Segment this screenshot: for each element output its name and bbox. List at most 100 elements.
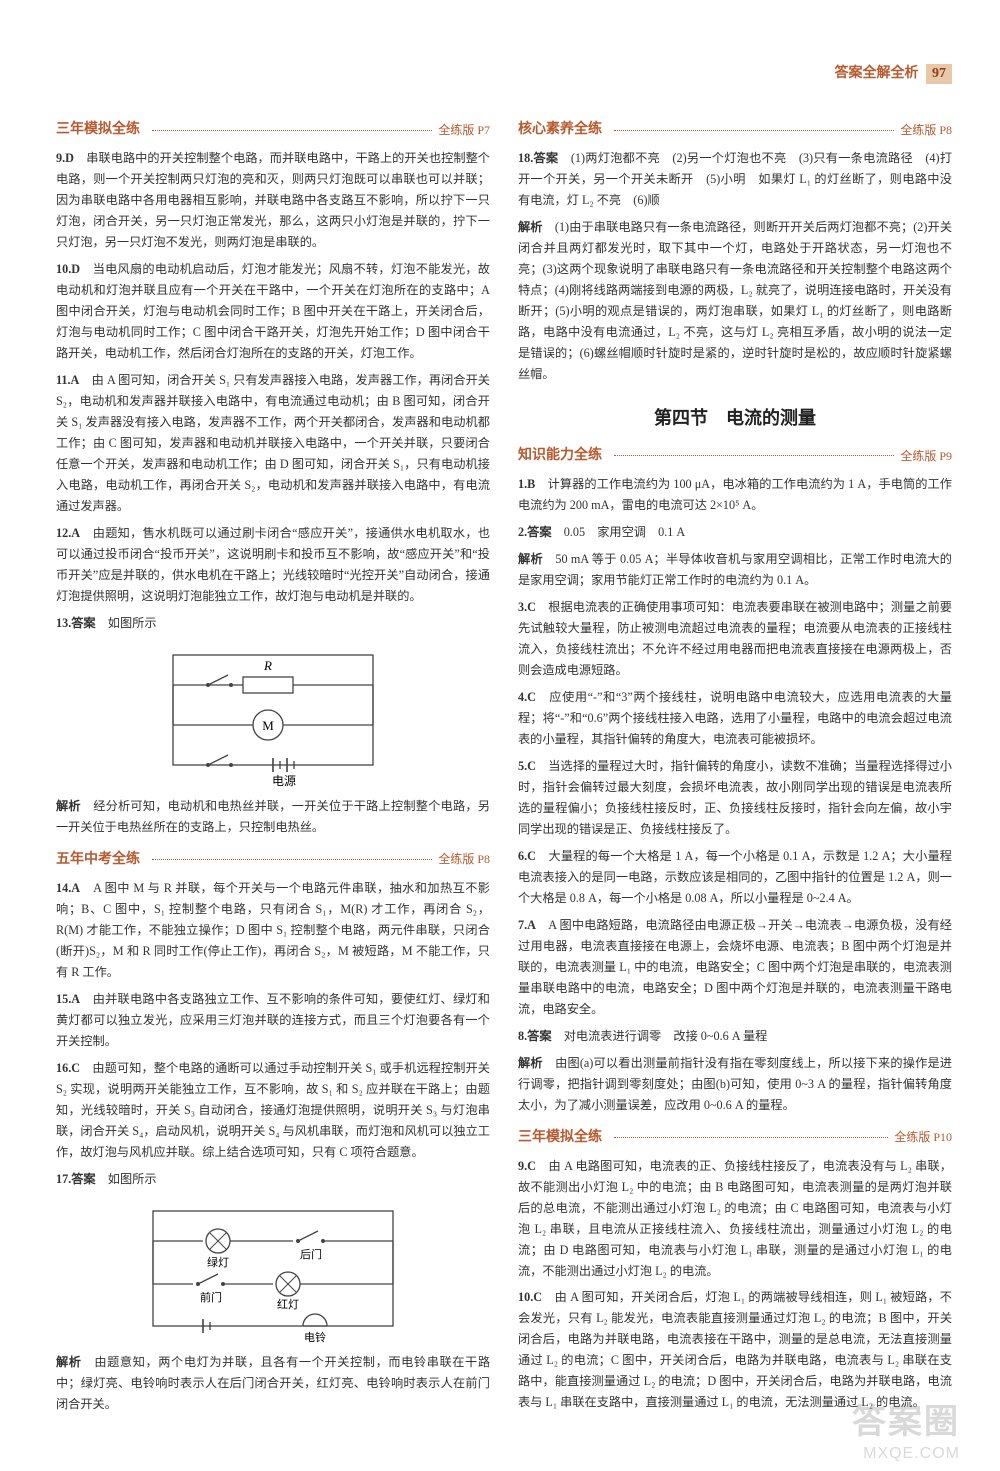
section-heading-sanNian1: 三年模拟全练 全练版 P7 bbox=[56, 118, 490, 142]
item-r2exp: 解析 50 mA 等于 0.05 A；半导体收音机与家用空调相比，正常工作时电流… bbox=[518, 549, 952, 591]
dots bbox=[152, 859, 432, 860]
label-back: 后门 bbox=[300, 1247, 322, 1261]
item-num: 12.A bbox=[56, 526, 80, 540]
item-num: 4.C bbox=[518, 690, 536, 704]
section-heading-zhishi: 知识能力全练 全练版 P9 bbox=[518, 444, 952, 468]
item-body: 经分析可知，电动机和电热丝并联，一开关位于干路上控制整个电路，另一开关位于电热丝… bbox=[56, 799, 490, 834]
explain-label: 解析 bbox=[56, 1355, 82, 1369]
explain-label: 解析 bbox=[56, 799, 81, 813]
item-body: 大量程的每一个大格是 1 A，每一个小格是 0.1 A，示数是 1.2 A；大小… bbox=[518, 849, 952, 905]
item-body: (1)两灯泡都不亮 (2)另一个灯泡也不亮 (3)只有一条电流路径 (4)打开一… bbox=[518, 151, 952, 207]
label-source: 电源 bbox=[272, 774, 296, 788]
section-ref: 全练版 P7 bbox=[438, 120, 490, 141]
explain-label: 解析 bbox=[518, 552, 543, 566]
item-body: 由图(a)可以看出测量前指针没有指在零刻度线上，所以接下来的操作是进行调零，把指… bbox=[518, 1056, 952, 1112]
item-body: 由 A 电路图可知，电流表的正、负接线柱接反了，电流表没有与 L₂ 串联，故不能… bbox=[518, 1159, 952, 1278]
explain-label: 解析 bbox=[518, 1056, 543, 1070]
answer-label: 答案 bbox=[527, 525, 551, 539]
dots bbox=[614, 1137, 888, 1138]
item-9: 9.D 串联电路中的开关控制整个电路，而并联电路中，干路上的开关也控制整个电路，… bbox=[56, 148, 490, 253]
watermark-logo: 答案圈 bbox=[852, 1394, 960, 1443]
right-column: 核心素养全练 全练版 P8 18.答案 (1)两灯泡都不亮 (2)另一个灯泡也不… bbox=[518, 108, 952, 1421]
section-heading-wuNian: 五年中考全练 全练版 P8 bbox=[56, 848, 490, 872]
item-body: 如图所示 bbox=[108, 616, 157, 630]
label-front: 前门 bbox=[200, 1290, 222, 1304]
section-ref: 全练版 P9 bbox=[900, 446, 952, 467]
item-body: 计算器的工作电流约为 100 μA，电冰箱的工作电流约为 1 A，手电筒的工作电… bbox=[518, 477, 952, 512]
item-r1: 1.B 计算器的工作电流约为 100 μA，电冰箱的工作电流约为 1 A，手电筒… bbox=[518, 474, 952, 516]
item-num: 7.A bbox=[518, 918, 536, 932]
item-14: 14.A A 图中 M 与 R 并联，每个开关与一个电路元件串联，抽水和加热互不… bbox=[56, 878, 490, 983]
item-r8: 8.答案 对电流表进行调零 改接 0~0.6 A 量程 bbox=[518, 1026, 952, 1047]
item-body: 应使用“-”和“3”两个接线柱，说明电路中电流较大，应选用电流表的大量程；将“-… bbox=[518, 690, 952, 746]
item-r2: 2.答案 0.05 家用空调 0.1 A bbox=[518, 522, 952, 543]
answer-label: 答案 bbox=[71, 616, 95, 630]
item-num: 9.D bbox=[56, 151, 74, 165]
header-title: 答案全解全析 bbox=[835, 66, 919, 81]
item-body: (1)由于串联电路只有一条电流路径，则断开开关后两灯泡都不亮；(2)开关闭合并且… bbox=[518, 220, 952, 381]
item-16: 16.C 由题可知，整个电路的通断可以通过手动控制开关 S₁ 或手机远程控制开关… bbox=[56, 1058, 490, 1163]
label-green: 绿灯 bbox=[207, 1255, 229, 1269]
item-num: 13. bbox=[56, 616, 71, 630]
item-11: 11.A 由 A 图可知，闭合开关 S₁ 只有发声器接入电路，发声器工作，再闭合… bbox=[56, 370, 490, 517]
item-r4: 4.C 应使用“-”和“3”两个接线柱，说明电路中电流较大，应选用电流表的大量程… bbox=[518, 687, 952, 750]
item-body: 由题可知，整个电路的通断可以通过手动控制开关 S₁ 或手机远程控制开关 S₂ 实… bbox=[56, 1061, 490, 1159]
section-title: 三年模拟全练 bbox=[56, 118, 140, 142]
item-body: 由题知，售水机既可以通过刷卡闭合“感应开关”，接通供水电机取水，也可以通过投币闭… bbox=[56, 526, 490, 603]
item-body: 0.05 家用空调 0.1 A bbox=[564, 525, 686, 539]
label-R: R bbox=[263, 658, 272, 673]
item-num: 10.D bbox=[56, 262, 80, 276]
item-num: 10.C bbox=[518, 1290, 542, 1304]
item-r5: 5.C 当选择的量程过大时，指针偏转的角度小，读数不准确；当量程选择得过小时，指… bbox=[518, 756, 952, 840]
item-body: 由并联电路中各支路独立工作、互不影响的条件可知，要使红灯、绿灯和黄灯都可以独立发… bbox=[56, 992, 490, 1048]
label-red: 红灯 bbox=[277, 1298, 299, 1311]
label-M: M bbox=[262, 718, 274, 733]
explain-label: 解析 bbox=[518, 220, 543, 234]
item-num: 18. bbox=[518, 151, 533, 165]
item-r6: 6.C 大量程的每一个大格是 1 A，每一个小格是 0.1 A，示数是 1.2 … bbox=[518, 846, 952, 909]
item-num: 6.C bbox=[518, 849, 536, 863]
item-num: 15.A bbox=[56, 992, 80, 1006]
figure-circuit-13: R M 电源 bbox=[56, 640, 490, 790]
section-title: 知识能力全练 bbox=[518, 444, 602, 468]
item-body: 对电流表进行调零 改接 0~0.6 A 量程 bbox=[564, 1029, 768, 1043]
item-17-exp: 解析 由题意知，两个电灯为并联，且各有一个开关控制，而电铃串联在干路中；绿灯亮、… bbox=[56, 1352, 490, 1415]
item-10: 10.D 当电风扇的电动机启动后，灯泡才能发光；风扇不转，灯泡不能发光，故电动机… bbox=[56, 259, 490, 364]
item-17: 17.答案 如图所示 bbox=[56, 1169, 490, 1190]
figure-circuit-17: 绿灯 后门 前门 红灯 bbox=[56, 1196, 490, 1346]
item-body: 当电风扇的电动机启动后，灯泡才能发光；风扇不转，灯泡不能发光，故电动机和灯泡并联… bbox=[56, 262, 490, 360]
section-heading-sanNian2: 三年模拟全练 全练版 P10 bbox=[518, 1126, 952, 1150]
section-ref: 全练版 P10 bbox=[894, 1127, 952, 1148]
item-18-exp: 解析 (1)由于串联电路只有一条电流路径，则断开开关后两灯泡都不亮；(2)开关闭… bbox=[518, 217, 952, 385]
item-body: 由题意知，两个电灯为并联，且各有一个开关控制，而电铃串联在干路中；绿灯亮、电铃响… bbox=[56, 1355, 490, 1411]
two-column-layout: 三年模拟全练 全练版 P7 9.D 串联电路中的开关控制整个电路，而并联电路中，… bbox=[56, 108, 952, 1421]
item-13: 13.答案 如图所示 bbox=[56, 613, 490, 634]
item-num: 11.A bbox=[56, 373, 79, 387]
item-r9: 9.C 由 A 电路图可知，电流表的正、负接线柱接反了，电流表没有与 L₂ 串联… bbox=[518, 1156, 952, 1282]
item-body: A 图中电路短路，电流路径由电源正极→开关→电流表→电源负极，没有经过用电器，电… bbox=[518, 918, 952, 1016]
item-body: 当选择的量程过大时，指针偏转的角度小，读数不准确；当量程选择得过小时，指针会偏转… bbox=[518, 759, 952, 836]
item-12: 12.A 由题知，售水机既可以通过刷卡闭合“感应开关”，接通供水电机取水，也可以… bbox=[56, 523, 490, 607]
item-18: 18.答案 (1)两灯泡都不亮 (2)另一个灯泡也不亮 (3)只有一条电流路径 … bbox=[518, 148, 952, 211]
item-body: 50 mA 等于 0.05 A；半导体收音机与家用空调相比，正常工作时电流大的是… bbox=[518, 552, 952, 587]
section-heading-hexin: 核心素养全练 全练版 P8 bbox=[518, 118, 952, 142]
section-ref: 全练版 P8 bbox=[438, 849, 490, 870]
item-num: 17. bbox=[56, 1172, 71, 1186]
answer-label: 答案 bbox=[71, 1172, 95, 1186]
item-num: 2. bbox=[518, 525, 527, 539]
item-num: 5.C bbox=[518, 759, 536, 773]
section-title: 五年中考全练 bbox=[56, 848, 140, 872]
item-body: 根据电流表的正确使用事项可知：电流表要串联在被测电路中；测量之前要先试触较大量程… bbox=[518, 600, 952, 677]
item-r8exp: 解析 由图(a)可以看出测量前指针没有指在零刻度线上，所以接下来的操作是进行调零… bbox=[518, 1053, 952, 1116]
watermark-url: MXQE.COM bbox=[863, 1445, 960, 1463]
item-13-exp: 解析 经分析可知，电动机和电热丝并联，一开关位于干路上控制整个电路，另一开关位于… bbox=[56, 796, 490, 838]
answer-label: 答案 bbox=[527, 1029, 551, 1043]
item-body: 由 A 图可知，开关闭合后，灯泡 L₁ 的两端被导线相连，则 L₁ 被短路，不会… bbox=[518, 1290, 952, 1409]
item-body: 如图所示 bbox=[108, 1172, 157, 1186]
label-bell: 电铃 bbox=[304, 1330, 326, 1344]
section-title: 三年模拟全练 bbox=[518, 1126, 602, 1150]
item-num: 9.C bbox=[518, 1159, 536, 1173]
chapter-heading: 第四节 电流的测量 bbox=[518, 403, 952, 434]
item-num: 14.A bbox=[56, 881, 80, 895]
dots bbox=[614, 130, 894, 131]
